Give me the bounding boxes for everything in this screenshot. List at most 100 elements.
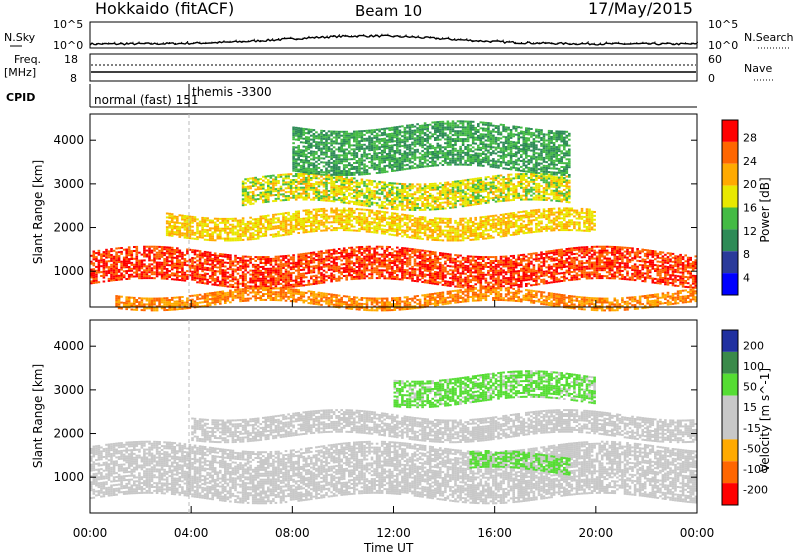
power-cell bbox=[654, 268, 657, 271]
power-cell bbox=[193, 277, 197, 279]
power-cell bbox=[317, 250, 321, 253]
power-cell bbox=[302, 227, 306, 230]
power-cell bbox=[428, 228, 432, 231]
power-cell bbox=[181, 222, 184, 225]
power-cell bbox=[138, 251, 141, 254]
power-cell bbox=[588, 218, 591, 221]
power-cell bbox=[249, 203, 252, 206]
power-cell bbox=[527, 259, 531, 262]
power-cell bbox=[277, 232, 280, 235]
power-cell bbox=[482, 263, 485, 266]
power-cell bbox=[527, 257, 531, 260]
power-cell bbox=[451, 257, 455, 260]
power-cell bbox=[360, 265, 364, 268]
power-cell bbox=[545, 229, 548, 232]
power-cell bbox=[294, 180, 298, 183]
power-cell bbox=[563, 225, 566, 228]
power-cell bbox=[434, 273, 437, 275]
power-cell bbox=[423, 279, 427, 282]
power-cell bbox=[143, 247, 146, 250]
power-cell bbox=[418, 263, 422, 265]
power-cell bbox=[691, 263, 695, 265]
power-region bbox=[241, 172, 571, 211]
power-cell bbox=[287, 280, 290, 283]
power-cell bbox=[613, 246, 617, 248]
power-cell bbox=[264, 195, 268, 198]
power-cell bbox=[315, 280, 318, 283]
power-cell bbox=[393, 272, 397, 274]
power-cell bbox=[479, 285, 483, 288]
power-cell bbox=[221, 278, 225, 281]
power-cell bbox=[360, 222, 364, 225]
power-cell bbox=[135, 267, 139, 270]
power-cell bbox=[188, 219, 192, 222]
power-cell bbox=[322, 273, 326, 276]
power-cell bbox=[502, 275, 505, 278]
power-cell bbox=[403, 231, 407, 234]
power-cell bbox=[391, 275, 394, 278]
power-cell bbox=[239, 233, 242, 236]
power-cell bbox=[611, 269, 614, 272]
power-cell bbox=[224, 217, 227, 220]
power-cell bbox=[198, 262, 202, 264]
power-cell bbox=[451, 269, 455, 272]
power-cell bbox=[348, 270, 351, 273]
power-cell bbox=[568, 279, 571, 282]
power-cell bbox=[532, 258, 536, 261]
power-cell bbox=[105, 260, 108, 263]
power-cell bbox=[244, 261, 247, 264]
power-cell bbox=[446, 272, 450, 275]
power-cell bbox=[297, 218, 300, 221]
power-cell bbox=[110, 248, 113, 251]
power-cell bbox=[173, 250, 177, 253]
power-cell bbox=[497, 281, 500, 284]
power-cell bbox=[509, 224, 513, 227]
power-cell bbox=[173, 249, 177, 251]
power-cell bbox=[365, 263, 369, 266]
power-cell bbox=[110, 279, 113, 282]
power-cell bbox=[522, 277, 526, 280]
power-cell bbox=[504, 232, 508, 235]
power-cell bbox=[365, 216, 369, 219]
power-cell bbox=[196, 253, 199, 256]
power-cell bbox=[310, 265, 313, 268]
power-cell bbox=[302, 180, 306, 183]
power-cell bbox=[297, 285, 300, 287]
power-cell bbox=[466, 235, 470, 238]
power-cell bbox=[264, 226, 268, 229]
power-cell bbox=[325, 279, 328, 282]
power-cell bbox=[342, 219, 346, 222]
power-cell bbox=[345, 209, 348, 212]
power-cell bbox=[560, 217, 563, 220]
power-cell bbox=[206, 259, 209, 262]
power-cell bbox=[350, 229, 354, 232]
power-cell bbox=[299, 257, 303, 260]
power-cell bbox=[479, 256, 483, 258]
power-cell bbox=[413, 217, 417, 220]
power-cell bbox=[269, 174, 273, 177]
power-cell bbox=[340, 277, 343, 280]
power-cell bbox=[449, 237, 452, 240]
power-cell bbox=[590, 277, 594, 280]
power-cell bbox=[211, 283, 214, 286]
power-cell bbox=[358, 227, 361, 230]
power-cell bbox=[224, 269, 227, 272]
power-cell bbox=[514, 264, 518, 267]
power-cell bbox=[575, 278, 579, 281]
power-cell bbox=[246, 187, 250, 190]
power-cell bbox=[370, 273, 374, 276]
power-cell bbox=[176, 265, 179, 267]
power-cell bbox=[145, 245, 149, 248]
power-cell bbox=[689, 264, 692, 267]
power-cell bbox=[413, 225, 417, 228]
power-cell bbox=[482, 275, 485, 278]
power-cell bbox=[289, 262, 293, 265]
power-cell bbox=[322, 191, 326, 194]
power-cell bbox=[330, 252, 333, 255]
power-cell bbox=[378, 273, 381, 276]
power-cell bbox=[489, 260, 493, 262]
power-cell bbox=[289, 231, 293, 234]
power-cell bbox=[355, 260, 359, 263]
power-cell bbox=[616, 255, 619, 258]
power-cell bbox=[459, 266, 462, 269]
